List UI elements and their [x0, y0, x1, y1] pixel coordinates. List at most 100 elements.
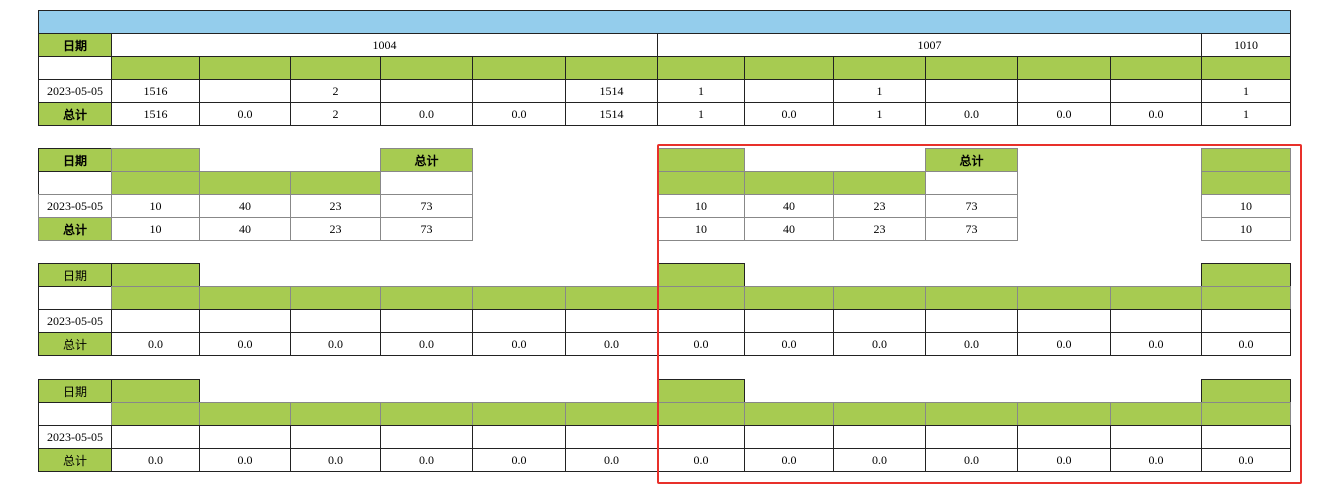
sub-header — [111, 263, 200, 287]
value-cell: 0.0 — [925, 448, 1018, 472]
date-header: 日期 — [38, 263, 112, 287]
value-cell: 0.0 — [833, 332, 926, 356]
cell — [290, 425, 381, 449]
sub-header — [380, 402, 473, 426]
value-cell: 1 — [833, 79, 926, 103]
group-header: 1004 — [111, 33, 658, 57]
sub-header — [1201, 171, 1291, 195]
value-cell: 0.0 — [1110, 332, 1202, 356]
sub-header — [833, 171, 926, 195]
sub-header — [380, 286, 473, 310]
value-cell: 10 — [1201, 217, 1291, 241]
cell — [380, 171, 473, 195]
value-cell: 40 — [199, 194, 291, 218]
value-cell: 0.0 — [380, 448, 473, 472]
sub-header — [744, 286, 834, 310]
sub-header — [199, 171, 291, 195]
cell — [111, 309, 200, 333]
value-cell: 10 — [111, 217, 200, 241]
value-cell — [472, 79, 566, 103]
cell — [1017, 425, 1111, 449]
value-cell: 73 — [925, 194, 1018, 218]
sub-header — [111, 379, 200, 403]
cell — [565, 309, 658, 333]
value-cell: 1 — [1201, 79, 1291, 103]
sub-header — [290, 286, 381, 310]
sub-header — [199, 56, 291, 80]
value-cell: 10 — [111, 194, 200, 218]
value-cell: 0.0 — [472, 448, 566, 472]
cell — [380, 425, 473, 449]
value-cell: 0.0 — [199, 448, 291, 472]
cell — [38, 171, 112, 195]
sub-header — [657, 379, 745, 403]
cell — [380, 309, 473, 333]
date-header: 日期 — [38, 379, 112, 403]
value-cell: 40 — [744, 194, 834, 218]
value-cell: 0.0 — [1201, 332, 1291, 356]
cell — [199, 309, 291, 333]
value-cell: 73 — [925, 217, 1018, 241]
value-cell: 1 — [1201, 102, 1291, 126]
value-cell: 0.0 — [111, 332, 200, 356]
sub-header — [199, 402, 291, 426]
cell — [38, 402, 112, 426]
value-cell: 0.0 — [744, 102, 834, 126]
cell — [744, 425, 834, 449]
value-cell: 0.0 — [1017, 332, 1111, 356]
value-cell: 1 — [833, 102, 926, 126]
cell — [38, 56, 112, 80]
value-cell: 0.0 — [199, 332, 291, 356]
cell — [833, 425, 926, 449]
value-cell: 1516 — [111, 79, 200, 103]
sub-header — [1110, 286, 1202, 310]
sub-header — [472, 402, 566, 426]
value-cell: 40 — [744, 217, 834, 241]
cell — [472, 425, 566, 449]
value-cell: 10 — [657, 194, 745, 218]
sub-header — [380, 56, 473, 80]
date-header: 日期 — [38, 148, 112, 172]
cell — [565, 425, 658, 449]
value-cell: 2 — [290, 79, 381, 103]
value-cell — [744, 79, 834, 103]
highlight-box — [657, 144, 1302, 484]
value-cell: 0.0 — [925, 332, 1018, 356]
banner — [38, 10, 1291, 34]
value-cell: 0.0 — [380, 102, 473, 126]
value-cell: 0.0 — [111, 448, 200, 472]
sub-header — [111, 171, 200, 195]
value-cell: 0.0 — [565, 332, 658, 356]
cell — [290, 309, 381, 333]
sub-header — [565, 286, 658, 310]
value-cell: 0.0 — [290, 332, 381, 356]
value-cell: 0.0 — [199, 102, 291, 126]
value-cell: 0.0 — [472, 332, 566, 356]
value-cell: 1516 — [111, 102, 200, 126]
group-header: 1010 — [1201, 33, 1291, 57]
sub-header — [1201, 56, 1291, 80]
value-cell: 0.0 — [565, 448, 658, 472]
date-cell: 2023-05-05 — [38, 79, 112, 103]
total-label: 总计 — [38, 332, 112, 356]
total-label: 总计 — [38, 448, 112, 472]
sub-header — [925, 402, 1018, 426]
cell — [925, 425, 1018, 449]
sub-header — [290, 56, 381, 80]
value-cell: 0.0 — [657, 448, 745, 472]
cell — [111, 425, 200, 449]
value-cell: 23 — [290, 217, 381, 241]
sub-header — [1017, 286, 1111, 310]
value-cell: 2 — [290, 102, 381, 126]
value-cell: 40 — [199, 217, 291, 241]
sub-header — [111, 148, 200, 172]
value-cell: 0.0 — [472, 102, 566, 126]
sub-header — [111, 402, 200, 426]
cell — [472, 309, 566, 333]
total-header: 总计 — [380, 148, 473, 172]
sub-header — [290, 171, 381, 195]
value-cell: 0.0 — [833, 448, 926, 472]
date-cell: 2023-05-05 — [38, 309, 112, 333]
sub-header — [111, 56, 200, 80]
date-cell: 2023-05-05 — [38, 425, 112, 449]
